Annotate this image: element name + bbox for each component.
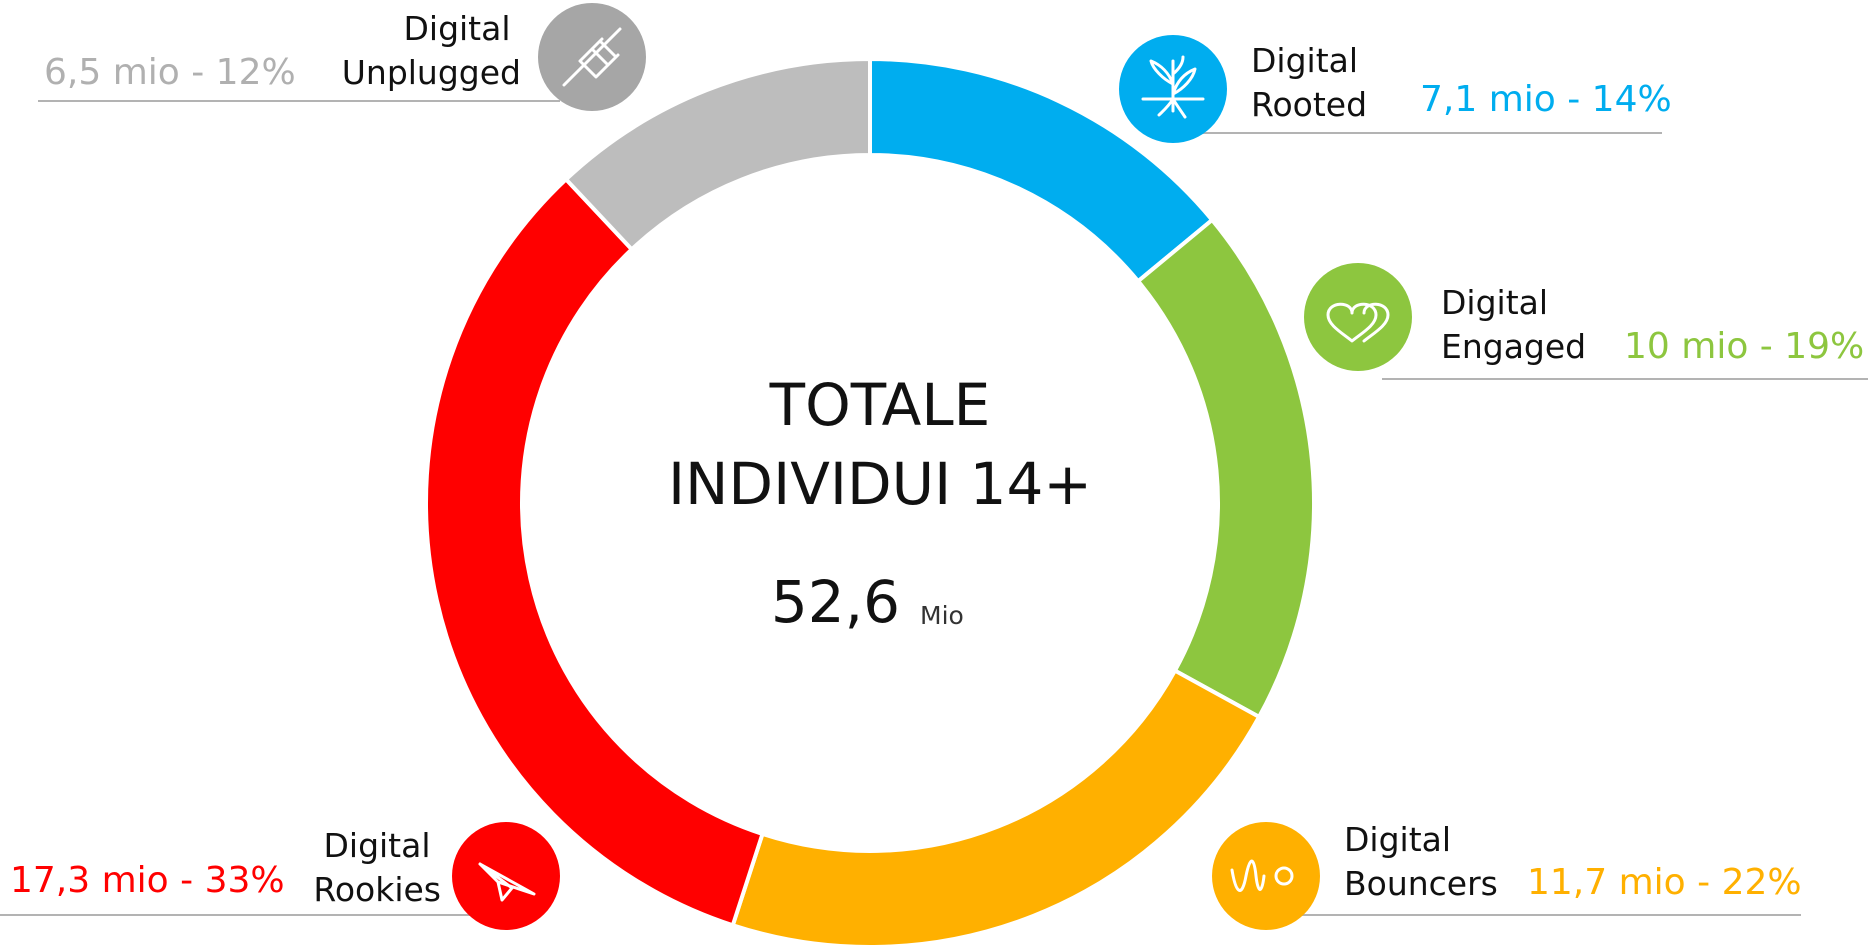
segment-name: Digital Engaged [1441,283,1586,366]
center-text: TOTALE INDIVIDUI 14+ 52,6 Mio [668,371,1092,636]
value-label: 17,3 mio - 33% [10,860,285,901]
segment-label: Digital Unplugged 6,5 mio - 12% [38,3,646,111]
center-title: TOTALE [769,371,991,439]
segment-name: Digital Rooted [1251,41,1369,124]
total-unit: Mio [920,601,964,630]
icon-glyph [478,862,536,902]
value-label: 6,5 mio - 12% [44,52,296,93]
total-value: 52,6 [771,568,900,636]
donut-segment [1135,217,1316,720]
segment-name: Digital Unplugged [342,9,521,92]
donut-segment [563,56,872,253]
icon-glyph [1141,55,1205,119]
segment-label: Digital Engaged 10 mio - 19% [1304,263,1868,380]
segment-label: Digital Bouncers 11,7 mio - 22% [1212,820,1802,930]
icon-glyph [1326,302,1390,343]
icon-glyph [1230,859,1294,892]
segment-icon [452,822,560,930]
value-label: 10 mio - 19% [1624,326,1864,367]
segment-icon [1212,822,1320,930]
icon-glyph [562,27,622,87]
segment-icon [1304,263,1412,371]
donut-segment [730,667,1262,947]
segment-name: Digital Rookies [313,826,441,909]
segment-label: Digital Rookies 17,3 mio - 33% [0,822,560,930]
center-title: INDIVIDUI 14+ [668,450,1092,518]
segment-label: Digital Rooted 7,1 mio - 14% [1119,35,1672,143]
value-label: 7,1 mio - 14% [1420,79,1672,120]
value-label: 11,7 mio - 22% [1527,862,1802,903]
donut-segment [424,176,765,928]
segment-name: Digital Bouncers [1344,820,1498,903]
